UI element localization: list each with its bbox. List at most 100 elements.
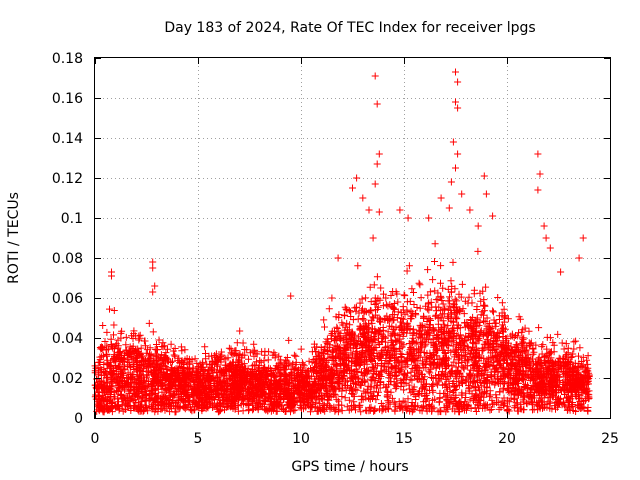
data-point [99, 322, 107, 329]
data-point [445, 314, 453, 322]
data-point [451, 295, 459, 303]
data-point [101, 338, 109, 345]
data-point [557, 361, 564, 369]
data-point [191, 355, 199, 363]
data-point [452, 313, 460, 321]
data-point [333, 336, 341, 344]
data-point [494, 294, 502, 301]
data-point [467, 366, 475, 374]
data-point [264, 356, 272, 364]
data-point [103, 328, 111, 336]
data-point [486, 393, 494, 401]
data-point [462, 389, 470, 397]
data-point [345, 396, 353, 404]
data-point [558, 339, 566, 347]
data-point [354, 315, 362, 323]
data-point [123, 363, 131, 370]
data-point [417, 294, 425, 302]
data-point [213, 373, 221, 381]
data-point [570, 338, 578, 346]
data-point [201, 343, 209, 351]
data-point [167, 340, 175, 348]
data-point [392, 385, 400, 393]
data-point [458, 280, 466, 288]
data-point [98, 343, 106, 351]
data-point [496, 388, 504, 396]
data-point [474, 247, 482, 255]
data-point [560, 345, 568, 353]
data-point [236, 327, 244, 335]
data-point [405, 381, 413, 389]
data-point [408, 285, 416, 293]
data-point [117, 376, 125, 384]
data-point [483, 356, 491, 364]
data-point [437, 262, 445, 270]
data-point [364, 382, 372, 390]
data-point [488, 396, 496, 404]
data-point [451, 304, 459, 312]
data-point [407, 402, 415, 410]
data-point [354, 262, 362, 270]
data-point [245, 355, 252, 363]
data-point [498, 299, 506, 307]
data-point [341, 394, 349, 402]
data-point [220, 355, 228, 363]
data-point [305, 357, 313, 365]
data-point [239, 339, 247, 347]
data-point [250, 340, 258, 348]
data-point [370, 281, 378, 289]
data-point [369, 313, 377, 321]
data-point [360, 316, 368, 324]
data-point [212, 350, 220, 358]
data-point [435, 398, 443, 406]
data-point [410, 391, 418, 398]
data-point [380, 290, 387, 298]
data-point [429, 381, 437, 389]
data-point [136, 331, 144, 339]
data-point [362, 294, 370, 302]
data-point [171, 352, 179, 360]
data-point [408, 399, 416, 406]
data-point [458, 379, 466, 387]
data-point [331, 407, 339, 415]
data-point [431, 287, 439, 295]
data-point [117, 334, 125, 342]
data-point [149, 328, 157, 336]
data-point [482, 283, 490, 291]
data-point [473, 306, 481, 313]
data-point [441, 380, 449, 388]
data-point [481, 318, 489, 326]
data-point [405, 340, 413, 347]
data-point [464, 402, 472, 410]
data-point [405, 262, 413, 270]
data-point [335, 328, 343, 336]
data-point [575, 352, 582, 360]
data-point [374, 295, 382, 303]
data-point [409, 325, 417, 333]
data-point [444, 322, 452, 330]
data-point [487, 406, 495, 413]
data-point [367, 316, 375, 324]
data-point [178, 347, 186, 355]
data-point [106, 363, 114, 371]
data-point [415, 333, 423, 341]
data-point [456, 324, 464, 332]
data-point [584, 352, 592, 360]
data-point [370, 388, 378, 396]
data-point [543, 333, 551, 341]
data-point [570, 345, 578, 353]
data-point [490, 308, 497, 316]
data-point [321, 323, 328, 331]
data-point [193, 359, 201, 367]
data-point [388, 338, 396, 346]
data-point [477, 311, 485, 319]
data-point [579, 353, 587, 361]
data-point [436, 394, 444, 402]
data-point [480, 296, 488, 304]
data-point [538, 343, 546, 351]
data-points [91, 68, 593, 416]
data-point [384, 328, 392, 336]
data-point [152, 350, 160, 358]
data-point [292, 352, 300, 360]
